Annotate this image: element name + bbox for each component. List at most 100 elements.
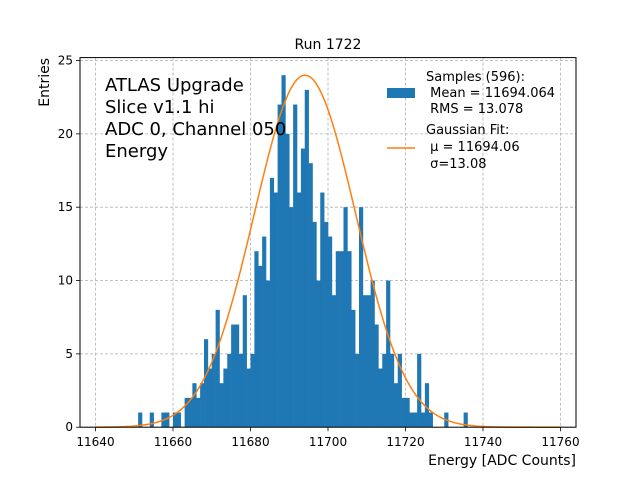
histogram-bar	[165, 412, 170, 428]
histogram-bar	[378, 368, 383, 428]
chart-title: Run 1722	[295, 37, 362, 53]
histogram-bar	[223, 368, 228, 428]
histogram-bar	[254, 251, 259, 428]
histogram-bar	[351, 309, 356, 428]
x-tick-label: 11740	[464, 435, 502, 449]
y-tick-label: 25	[58, 54, 73, 68]
histogram-bar	[339, 251, 344, 428]
annotation-line-3: ADC 0, Channel 050	[105, 119, 286, 140]
histogram-bar	[188, 397, 193, 428]
histogram-bar	[184, 397, 189, 428]
x-tick-label: 11760	[541, 435, 579, 449]
histogram-bar	[401, 397, 406, 428]
histogram-bar	[312, 221, 317, 428]
histogram-bar	[176, 412, 182, 428]
histogram-bar	[382, 353, 387, 428]
legend-histogram-rms: RMS = 13.078	[426, 102, 523, 117]
histogram-bar	[219, 383, 224, 428]
histogram-bar	[463, 412, 468, 428]
histogram-bar	[200, 383, 205, 428]
x-axis-label: Energy [ADC Counts]	[428, 453, 576, 469]
legend-fit-sigma: σ=13.08	[426, 157, 486, 172]
x-tick-label: 11640	[76, 435, 114, 449]
histogram-bar	[211, 353, 216, 428]
histogram-bar	[269, 177, 275, 428]
histogram-bar	[424, 383, 430, 428]
x-tick-label: 11720	[386, 435, 424, 449]
annotation-line-2: Slice v1.1 hi	[105, 97, 215, 118]
histogram-bar	[242, 295, 247, 428]
y-tick-label: 5	[65, 347, 73, 361]
histogram-bar	[320, 192, 325, 428]
histogram-bar	[227, 353, 232, 428]
histogram-bar	[324, 221, 329, 428]
histogram-bar	[262, 236, 267, 428]
histogram-bar	[293, 104, 298, 428]
y-tick-label: 15	[58, 200, 73, 214]
histogram-bar	[374, 324, 379, 428]
y-tick-label: 20	[58, 127, 73, 141]
histogram-bar	[359, 207, 364, 428]
histogram-bar	[238, 353, 244, 428]
annotation-block: ATLAS Upgrade Slice v1.1 hi ADC 0, Chann…	[105, 75, 286, 162]
y-tick-label: 10	[58, 274, 73, 288]
histogram-bar	[390, 353, 395, 428]
histogram-bar	[192, 383, 197, 428]
histogram-bar	[231, 324, 236, 428]
histogram-bar	[335, 251, 340, 428]
annotation-line-4: Energy	[105, 141, 168, 162]
gaussian-fit-curve	[95, 74, 561, 428]
histogram-bar	[173, 412, 178, 428]
legend-fit-mu: μ = 11694.06	[426, 140, 520, 155]
histogram-bar	[215, 309, 220, 428]
histogram-bar	[246, 368, 251, 428]
histogram-bar	[277, 104, 282, 428]
histogram-bar	[273, 192, 278, 428]
histogram-bar	[297, 192, 302, 428]
histogram-bar	[393, 383, 399, 428]
histogram-bar	[428, 412, 433, 428]
histogram-bar	[266, 280, 271, 428]
histogram-bar	[405, 397, 410, 428]
histogram-bar	[207, 368, 213, 428]
legend-histogram-swatch	[387, 88, 415, 98]
annotation-line-1: ATLAS Upgrade	[105, 75, 244, 96]
histogram-bar	[421, 412, 426, 428]
histogram-bar	[289, 207, 294, 428]
histogram-bar	[138, 412, 143, 428]
histogram-bar	[316, 280, 321, 428]
x-tick-label: 11680	[231, 435, 269, 449]
histogram-bar	[370, 280, 375, 428]
histogram-bar	[258, 265, 263, 428]
histogram-bar	[196, 397, 201, 428]
histogram-bar	[149, 412, 154, 428]
legend: Samples (596): Mean = 11694.064 RMS = 13…	[387, 70, 555, 172]
histogram-bar	[343, 207, 348, 428]
histogram-bar	[362, 295, 368, 428]
x-tick-label: 11660	[154, 435, 192, 449]
y-tick-label: 0	[65, 420, 73, 434]
histogram-bar	[355, 353, 360, 428]
legend-histogram-mean: Mean = 11694.064	[426, 86, 555, 101]
histogram-bar	[235, 324, 240, 428]
histogram-bar	[285, 133, 290, 428]
histogram-bar	[397, 353, 402, 428]
y-axis-label: Entries	[37, 58, 53, 107]
x-tick-label: 11700	[309, 435, 347, 449]
legend-fit-label: Gaussian Fit:	[426, 123, 509, 138]
histogram-bar	[250, 353, 255, 428]
x-axis-ticks: 11640 11660 11680 11700 11720 11740 11760	[76, 427, 580, 449]
histogram-bar	[331, 295, 337, 428]
histogram-bar	[308, 163, 313, 428]
histogram-bar	[417, 353, 422, 428]
y-axis-ticks: 0 5 10 15 20 25	[58, 54, 80, 434]
histogram-bars	[138, 75, 468, 428]
histogram-bar	[300, 148, 306, 428]
histogram-bar	[386, 280, 391, 428]
histogram-bar	[281, 75, 286, 428]
histogram-bar	[413, 412, 418, 428]
histogram-bar	[366, 295, 371, 428]
histogram-bar	[304, 89, 309, 428]
histogram-bar	[328, 236, 333, 428]
